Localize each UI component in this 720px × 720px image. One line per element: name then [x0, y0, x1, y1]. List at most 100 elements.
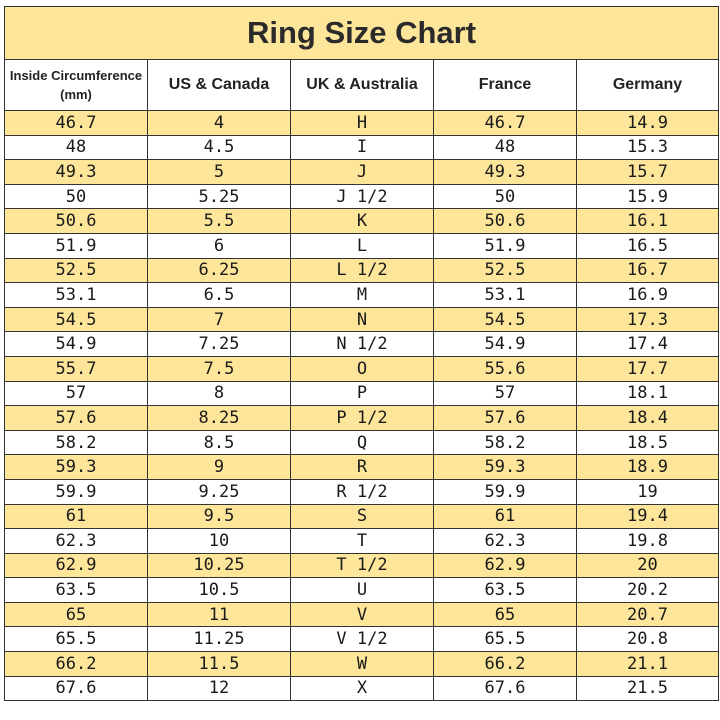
cell-uk-australia: N — [290, 306, 434, 333]
cell-us-canada: 5.25 — [147, 183, 291, 210]
cell-germany: 17.3 — [575, 306, 720, 333]
cell-germany: 21.1 — [575, 651, 720, 677]
table-row: 58.2 8.5 Q 58.2 18.5 — [4, 429, 720, 456]
table-row: 51.9 6 L 51.9 16.5 — [4, 232, 720, 259]
cell-circumference: 53.1 — [4, 282, 148, 308]
table-row: 61 9.5 S 61 19.4 — [4, 503, 720, 530]
cell-us-canada: 6 — [147, 232, 291, 259]
table-row: 50.6 5.5 K 50.6 16.1 — [4, 208, 720, 234]
chart-title: Ring Size Chart — [3, 6, 720, 60]
cell-us-canada: 4.5 — [147, 134, 291, 161]
cell-uk-australia: J 1/2 — [290, 183, 434, 210]
cell-france: 57.6 — [433, 405, 577, 431]
cell-germany: 20.2 — [575, 577, 720, 603]
cell-circumference: 62.9 — [4, 552, 148, 579]
cell-us-canada: 7.25 — [147, 331, 291, 357]
cell-uk-australia: P 1/2 — [290, 405, 434, 431]
cell-us-canada: 10.25 — [147, 552, 291, 579]
cell-circumference: 65.5 — [4, 626, 148, 653]
cell-us-canada: 6.25 — [147, 257, 291, 284]
cell-circumference: 59.3 — [4, 454, 148, 480]
cell-france: 63.5 — [433, 577, 577, 603]
cell-uk-australia: I — [290, 134, 434, 161]
cell-circumference: 59.9 — [4, 478, 148, 505]
cell-circumference: 52.5 — [4, 257, 148, 284]
cell-germany: 16.7 — [575, 257, 720, 284]
cell-uk-australia: P — [290, 380, 434, 407]
cell-circumference: 67.6 — [4, 675, 148, 702]
cell-france: 57 — [433, 380, 577, 407]
cell-uk-australia: U — [290, 577, 434, 603]
cell-germany: 16.1 — [575, 208, 720, 234]
cell-germany: 20.8 — [575, 626, 720, 653]
cell-germany: 19.8 — [575, 528, 720, 554]
cell-uk-australia: Q — [290, 429, 434, 456]
cell-us-canada: 10 — [147, 528, 291, 554]
cell-us-canada: 5 — [147, 159, 291, 185]
cell-uk-australia: V 1/2 — [290, 626, 434, 653]
cell-france: 50 — [433, 183, 577, 210]
cell-uk-australia: T — [290, 528, 434, 554]
cell-germany: 15.9 — [575, 183, 720, 210]
cell-circumference: 57.6 — [4, 405, 148, 431]
cell-uk-australia: T 1/2 — [290, 552, 434, 579]
cell-france: 48 — [433, 134, 577, 161]
table-row: 55.7 7.5 O 55.6 17.7 — [4, 355, 720, 382]
cell-france: 59.3 — [433, 454, 577, 480]
cell-us-canada: 12 — [147, 675, 291, 702]
cell-france: 65.5 — [433, 626, 577, 653]
cell-us-canada: 6.5 — [147, 282, 291, 308]
cell-us-canada: 5.5 — [147, 208, 291, 234]
cell-us-canada: 10.5 — [147, 577, 291, 603]
cell-germany: 14.9 — [575, 110, 720, 136]
header-inside-circumference: Inside Circumference (mm) — [4, 59, 148, 111]
cell-germany: 20.7 — [575, 601, 720, 628]
header-germany: Germany — [575, 59, 720, 111]
cell-germany: 15.3 — [575, 134, 720, 161]
cell-circumference: 65 — [4, 601, 148, 628]
table-row: 53.1 6.5 M 53.1 16.9 — [4, 282, 720, 308]
cell-germany: 18.4 — [575, 405, 720, 431]
cell-uk-australia: S — [290, 503, 434, 530]
table-row: 63.5 10.5 U 63.5 20.2 — [4, 577, 720, 603]
cell-germany: 16.9 — [575, 282, 720, 308]
header-france: France — [433, 59, 577, 111]
cell-uk-australia: K — [290, 208, 434, 234]
ring-size-table: Ring Size Chart Inside Circumference (mm… — [3, 6, 720, 702]
cell-us-canada: 11.25 — [147, 626, 291, 653]
header-row: Inside Circumference (mm) US & Canada UK… — [4, 59, 720, 111]
cell-germany: 18.5 — [575, 429, 720, 456]
cell-germany: 18.1 — [575, 380, 720, 407]
table-row: 54.5 7 N 54.5 17.3 — [4, 306, 720, 333]
table-row: 57 8 P 57 18.1 — [4, 380, 720, 407]
cell-circumference: 61 — [4, 503, 148, 530]
cell-germany: 17.7 — [575, 355, 720, 382]
cell-us-canada: 4 — [147, 110, 291, 136]
cell-circumference: 62.3 — [4, 528, 148, 554]
cell-france: 66.2 — [433, 651, 577, 677]
cell-circumference: 66.2 — [4, 651, 148, 677]
cell-france: 51.9 — [433, 232, 577, 259]
table-row: 52.5 6.25 L 1/2 52.5 16.7 — [4, 257, 720, 284]
cell-france: 61 — [433, 503, 577, 530]
cell-france: 54.9 — [433, 331, 577, 357]
cell-uk-australia: L 1/2 — [290, 257, 434, 284]
cell-germany: 16.5 — [575, 232, 720, 259]
cell-us-canada: 9 — [147, 454, 291, 480]
header-uk-australia: UK & Australia — [290, 59, 434, 111]
cell-uk-australia: L — [290, 232, 434, 259]
table-row: 48 4.5 I 48 15.3 — [4, 134, 720, 161]
cell-france: 46.7 — [433, 110, 577, 136]
cell-circumference: 54.5 — [4, 306, 148, 333]
cell-uk-australia: R 1/2 — [290, 478, 434, 505]
cell-germany: 21.5 — [575, 675, 720, 702]
cell-us-canada: 8.5 — [147, 429, 291, 456]
cell-france: 50.6 — [433, 208, 577, 234]
cell-us-canada: 7.5 — [147, 355, 291, 382]
table-row: 62.9 10.25 T 1/2 62.9 20 — [4, 552, 720, 579]
cell-circumference: 48 — [4, 134, 148, 161]
cell-france: 65 — [433, 601, 577, 628]
cell-uk-australia: N 1/2 — [290, 331, 434, 357]
table-row: 67.6 12 X 67.6 21.5 — [4, 675, 720, 702]
cell-france: 55.6 — [433, 355, 577, 382]
